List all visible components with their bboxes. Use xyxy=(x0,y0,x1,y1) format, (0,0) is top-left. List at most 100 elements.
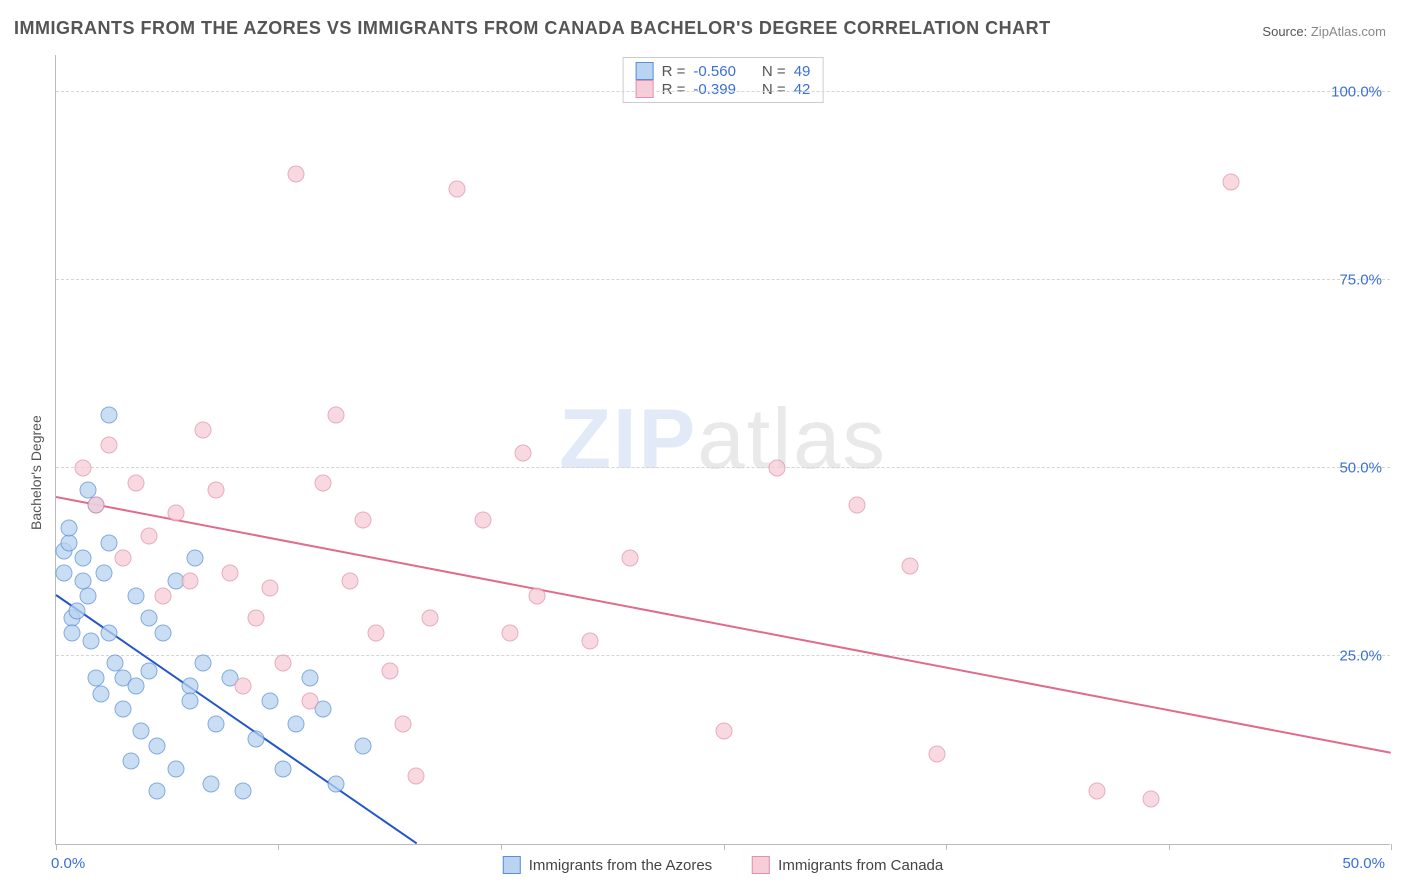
data-point-series-1 xyxy=(929,745,946,762)
y-tick-label: 100.0% xyxy=(1331,83,1382,100)
data-point-series-1 xyxy=(475,512,492,529)
r-value-0: -0.560 xyxy=(693,63,736,80)
data-point-series-1 xyxy=(288,166,305,183)
data-point-series-0 xyxy=(355,738,372,755)
data-point-series-1 xyxy=(715,723,732,740)
data-point-series-0 xyxy=(301,670,318,687)
legend-item-1: Immigrants from Canada xyxy=(752,856,943,874)
gridline xyxy=(56,467,1390,468)
data-point-series-1 xyxy=(448,181,465,198)
data-point-series-1 xyxy=(114,550,131,567)
data-point-series-0 xyxy=(181,693,198,710)
data-point-series-0 xyxy=(274,760,291,777)
chart-title: IMMIGRANTS FROM THE AZORES VS IMMIGRANTS… xyxy=(14,18,1051,39)
x-tick-mark xyxy=(278,844,279,850)
data-point-series-1 xyxy=(902,557,919,574)
x-tick-mark xyxy=(1391,844,1392,850)
n-label-0: N = xyxy=(762,63,786,80)
data-point-series-0 xyxy=(149,783,166,800)
legend-swatch-bottom-0 xyxy=(503,856,521,874)
data-point-series-1 xyxy=(88,497,105,514)
legend-label-0: Immigrants from the Azores xyxy=(529,857,712,874)
data-point-series-1 xyxy=(181,572,198,589)
data-point-series-1 xyxy=(368,625,385,642)
data-point-series-0 xyxy=(64,625,81,642)
data-point-series-1 xyxy=(849,497,866,514)
data-point-series-1 xyxy=(154,587,171,604)
data-point-series-0 xyxy=(202,775,219,792)
data-point-series-1 xyxy=(355,512,372,529)
data-point-series-1 xyxy=(315,474,332,491)
data-point-series-1 xyxy=(341,572,358,589)
data-point-series-0 xyxy=(248,730,265,747)
gridline xyxy=(56,655,1390,656)
data-point-series-1 xyxy=(328,407,345,424)
data-point-series-0 xyxy=(96,565,113,582)
x-tick-mark xyxy=(501,844,502,850)
data-point-series-1 xyxy=(515,444,532,461)
x-tick-mark xyxy=(1169,844,1170,850)
data-point-series-0 xyxy=(82,632,99,649)
watermark-part1: ZIP xyxy=(559,392,697,487)
data-point-series-0 xyxy=(101,535,118,552)
source-value: ZipAtlas.com xyxy=(1311,24,1386,39)
data-point-series-1 xyxy=(194,422,211,439)
x-tick-mark xyxy=(724,844,725,850)
legend-swatch-bottom-1 xyxy=(752,856,770,874)
scatter-plot: ZIPatlas R = -0.560 N = 49 R = -0.399 N … xyxy=(55,55,1390,845)
data-point-series-1 xyxy=(381,662,398,679)
n-label-1: N = xyxy=(762,81,786,98)
data-point-series-1 xyxy=(421,610,438,627)
data-point-series-0 xyxy=(261,693,278,710)
legend-stats-row-0: R = -0.560 N = 49 xyxy=(636,62,811,80)
watermark: ZIPatlas xyxy=(559,391,887,489)
y-tick-label: 25.0% xyxy=(1339,647,1382,664)
x-tick-mark xyxy=(56,844,57,850)
data-point-series-1 xyxy=(301,693,318,710)
x-axis-label-min: 0.0% xyxy=(51,855,85,872)
watermark-part2: atlas xyxy=(697,392,887,487)
data-point-series-1 xyxy=(221,565,238,582)
data-point-series-0 xyxy=(114,700,131,717)
legend-swatch-0 xyxy=(636,62,654,80)
n-value-0: 49 xyxy=(794,63,811,80)
x-axis-label-max: 50.0% xyxy=(1342,855,1385,872)
y-tick-label: 75.0% xyxy=(1339,271,1382,288)
data-point-series-0 xyxy=(101,407,118,424)
y-axis-label: Bachelor's Degree xyxy=(28,415,44,530)
data-point-series-0 xyxy=(56,565,73,582)
data-point-series-1 xyxy=(261,580,278,597)
data-point-series-0 xyxy=(101,625,118,642)
data-point-series-1 xyxy=(168,504,185,521)
data-point-series-0 xyxy=(128,678,145,695)
source-label: Source: xyxy=(1262,24,1307,39)
data-point-series-0 xyxy=(61,535,78,552)
data-point-series-0 xyxy=(128,587,145,604)
r-label-0: R = xyxy=(662,63,686,80)
data-point-series-1 xyxy=(128,474,145,491)
source-attribution: Source: ZipAtlas.com xyxy=(1262,24,1386,39)
data-point-series-1 xyxy=(141,527,158,544)
data-point-series-1 xyxy=(208,482,225,499)
r-value-1: -0.399 xyxy=(693,81,736,98)
data-point-series-1 xyxy=(74,459,91,476)
legend-label-1: Immigrants from Canada xyxy=(778,857,943,874)
data-point-series-0 xyxy=(93,685,110,702)
data-point-series-0 xyxy=(141,610,158,627)
data-point-series-1 xyxy=(1222,173,1239,190)
data-point-series-1 xyxy=(248,610,265,627)
data-point-series-1 xyxy=(234,678,251,695)
data-point-series-0 xyxy=(208,715,225,732)
data-point-series-1 xyxy=(408,768,425,785)
legend-item-0: Immigrants from the Azores xyxy=(503,856,712,874)
legend-bottom: Immigrants from the Azores Immigrants fr… xyxy=(503,856,943,874)
data-point-series-1 xyxy=(101,437,118,454)
data-point-series-1 xyxy=(582,632,599,649)
gridline xyxy=(56,91,1390,92)
data-point-series-0 xyxy=(328,775,345,792)
data-point-series-1 xyxy=(528,587,545,604)
data-point-series-0 xyxy=(149,738,166,755)
data-point-series-0 xyxy=(141,662,158,679)
y-tick-label: 50.0% xyxy=(1339,459,1382,476)
legend-stats-box: R = -0.560 N = 49 R = -0.399 N = 42 xyxy=(623,57,824,103)
